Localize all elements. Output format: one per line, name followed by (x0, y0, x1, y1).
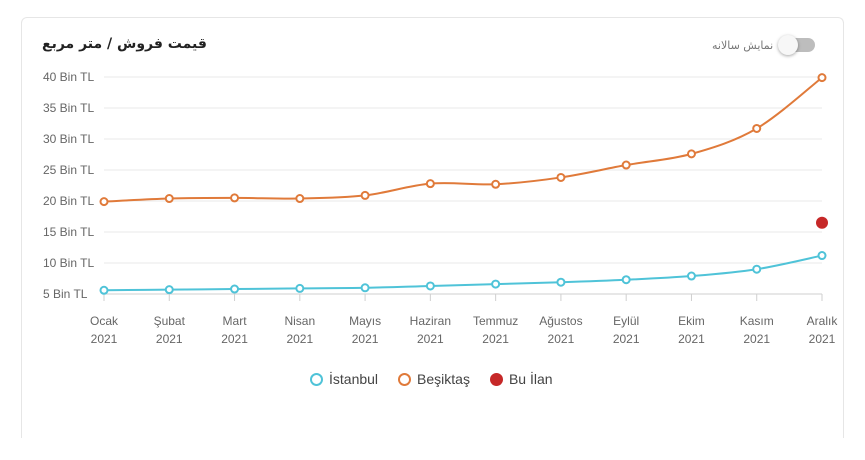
series-line-0 (103, 254, 823, 292)
data-point-series-1 (164, 194, 174, 204)
chart-legend: İstanbul Beşiktaş Bu İlan (310, 371, 553, 387)
x-tick-label-year: 2021 (678, 332, 705, 346)
x-tick-label-month: Ekim (678, 314, 705, 328)
price-chart: 5 Bin TL 10 Bin TL 15 Bin TL 20 Bin TL 25 Bi… (43, 70, 839, 346)
data-point-series-1 (295, 194, 305, 204)
data-point-series-0 (425, 281, 435, 291)
data-point-series-1 (752, 123, 762, 133)
legend-item-besiktas[interactable]: Beşiktaş (398, 371, 470, 387)
legend-item-istanbul[interactable]: İstanbul (310, 371, 378, 387)
annual-toggle-label: نمایش سالانه (712, 38, 774, 52)
y-tick-label: 40 Bin TL (43, 70, 94, 84)
x-tick-label-month: Mayıs (349, 314, 381, 328)
data-point-series-0 (752, 264, 762, 274)
x-tick-label-month: Şubat (154, 314, 186, 328)
y-tick-label: 35 Bin TL (43, 101, 94, 115)
x-tick-label-month: Aralık (807, 314, 839, 328)
data-point-series-1 (99, 197, 109, 207)
y-tick-label: 10 Bin TL (43, 256, 94, 270)
legend-label-istanbul: İstanbul (329, 371, 379, 387)
data-point-series-0 (621, 275, 631, 285)
x-tick-label-month: Temmuz (473, 314, 518, 328)
data-point-series-1 (425, 179, 435, 189)
data-point-series-0 (164, 285, 174, 295)
x-tick-label-year: 2021 (156, 332, 183, 346)
y-tick-label: 30 Bin TL (43, 132, 94, 146)
x-tick-label-year: 2021 (482, 332, 509, 346)
data-point-series-0 (99, 285, 109, 295)
x-tick-label-month: Mart (223, 314, 248, 328)
y-tick-label: 25 Bin TL (43, 163, 94, 177)
x-tick-label-month: Ağustos (539, 314, 582, 328)
legend-marker-besiktas (398, 372, 412, 386)
highlight-point (816, 216, 828, 229)
x-tick-label-year: 2021 (352, 332, 379, 346)
y-tick-label: 15 Bin TL (43, 225, 94, 239)
x-tick-label-month: Haziran (410, 314, 451, 328)
legend-marker-istanbul (310, 372, 323, 386)
y-tick-label: 5 Bin TL (43, 287, 88, 301)
x-tick-label-year: 2021 (743, 332, 770, 346)
data-point-series-1 (360, 190, 370, 200)
data-point-series-0 (230, 284, 240, 294)
legend-item-bu-ilan[interactable]: Bu İlan (489, 371, 553, 387)
data-point-series-0 (686, 271, 696, 281)
data-point-series-1 (817, 73, 827, 83)
data-point-series-0 (817, 251, 827, 261)
series-line-1 (103, 76, 823, 203)
data-point-series-0 (491, 279, 501, 289)
x-tick-label-year: 2021 (809, 332, 836, 346)
legend-label-besiktas: Beşiktaş (417, 371, 470, 387)
toggle-switch[interactable] (778, 35, 816, 55)
x-tick-label-year: 2021 (221, 332, 248, 346)
x-tick-label-year: 2021 (286, 332, 313, 346)
data-point-series-1 (230, 193, 240, 203)
chart-title: قیمت فروش / متر مربع (42, 36, 207, 52)
data-point-series-1 (491, 179, 501, 189)
data-point-series-1 (556, 172, 566, 182)
x-tick-label-year: 2021 (91, 332, 118, 346)
x-tick-label-month: Ocak (90, 314, 119, 328)
x-tick-label-month: Eylül (613, 314, 639, 328)
data-point-series-1 (621, 160, 631, 170)
x-tick-label-year: 2021 (613, 332, 640, 346)
x-tick-label-month: Nisan (284, 314, 315, 328)
x-tick-label-month: Kasım (740, 314, 774, 328)
legend-marker-bu-ilan (489, 372, 503, 386)
x-tick-label-year: 2021 (548, 332, 575, 346)
chart-card (21, 17, 844, 438)
y-tick-label: 20 Bin TL (43, 194, 94, 208)
data-point-series-0 (556, 277, 566, 287)
data-point-series-0 (295, 283, 305, 293)
toggle-knob[interactable] (778, 35, 799, 55)
annual-toggle[interactable]: نمایش سالانه (712, 35, 816, 55)
legend-label-bu-ilan: Bu İlan (508, 371, 553, 387)
data-point-series-1 (686, 149, 696, 159)
x-tick-label-year: 2021 (417, 332, 444, 346)
data-point-series-0 (360, 283, 370, 293)
